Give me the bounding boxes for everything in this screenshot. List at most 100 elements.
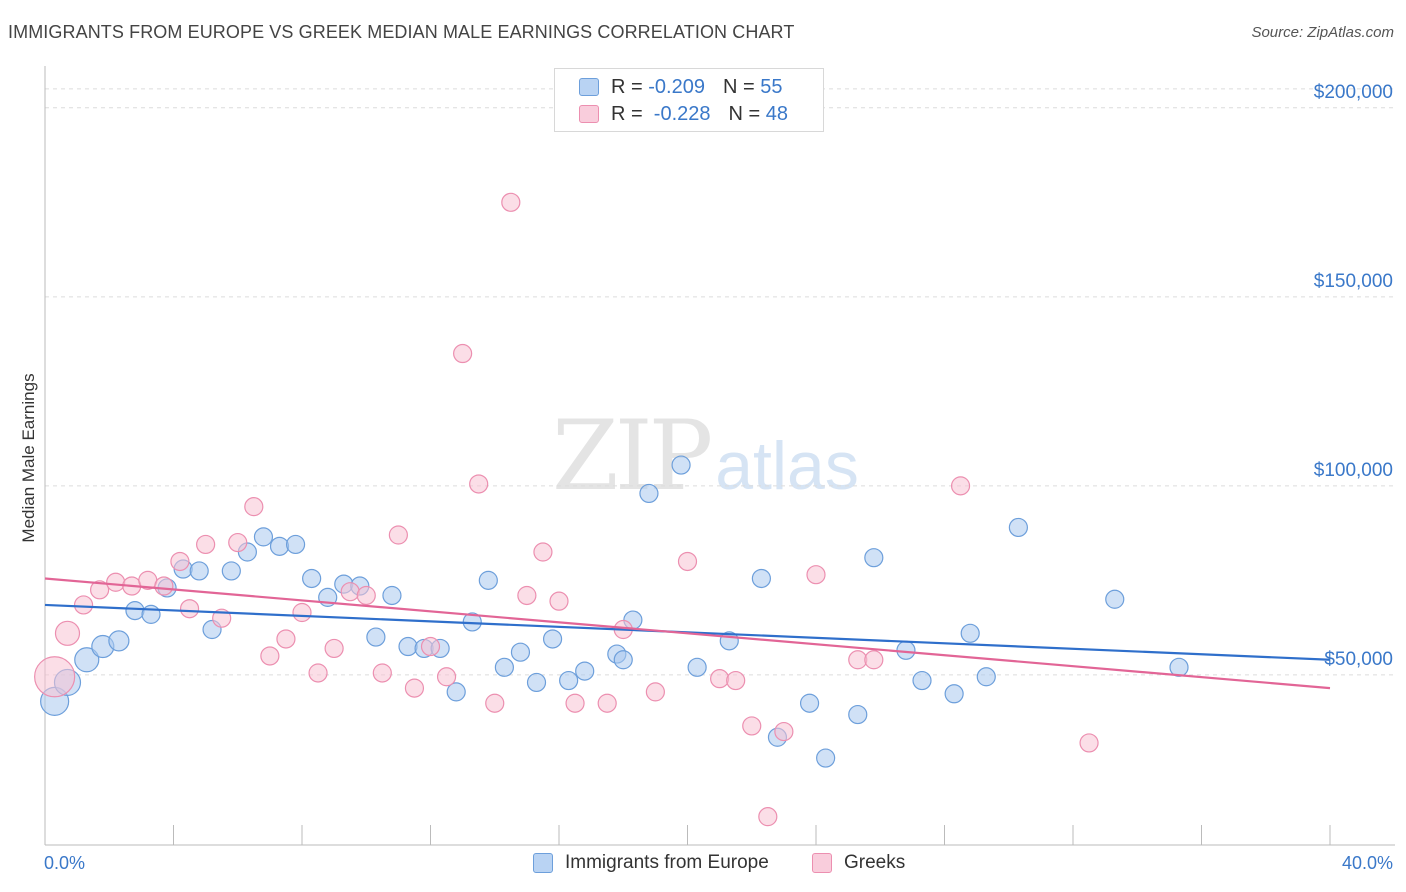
data-point-greeks [34,656,76,698]
data-point-europe [398,636,418,657]
grid-lines [45,88,1395,676]
data-point-europe [671,455,691,475]
trend-line-greeks [44,577,1331,690]
data-point-europe [639,483,659,504]
series-legend-greeks[interactable]: Greeks [812,852,905,874]
data-point-greeks [404,678,425,698]
data-point-europe [478,570,498,590]
data-point-greeks [276,629,296,649]
data-point-europe [912,670,932,691]
data-point-greeks [340,582,360,602]
trend-lines [44,577,1331,690]
data-point-greeks [73,595,94,615]
data-point-greeks [726,670,746,691]
data-point-europe [864,548,884,568]
legend-r-value: -0.228 [648,102,711,125]
data-point-europe [751,568,771,589]
data-point-greeks [549,591,569,611]
legend-swatch-blue [579,78,599,96]
data-point-greeks [710,669,730,689]
x-tick-label: 0.0% [44,853,85,873]
data-point-europe [221,561,241,581]
watermark: ZIPatlas [552,400,859,512]
data-point-greeks [485,693,505,713]
data-point-europe [559,670,579,691]
data-point-greeks [292,602,312,623]
data-point-europe [613,650,633,670]
data-point-greeks [517,585,537,606]
data-point-greeks [1079,733,1099,753]
data-points [34,192,1189,827]
data-point-greeks [645,682,665,702]
data-point-greeks [453,343,473,364]
data-point-greeks [388,525,408,545]
series-label-europe: Immigrants from Europe [565,852,769,873]
series-legend-europe[interactable]: Immigrants from Europe [533,852,769,874]
legend-n-label: N = [722,75,761,98]
watermark-zip: ZIP [552,400,713,512]
data-point-europe [799,693,820,713]
data-point-greeks [308,663,328,683]
legend-r-label: R = [611,75,649,98]
series-legend: Immigrants from Europe Greeks [0,852,1406,878]
data-point-greeks [196,534,216,555]
data-point-greeks [597,693,617,713]
y-axis-label: Median Male Earnings [19,373,38,542]
data-point-europe [302,568,322,589]
data-point-europe [189,561,209,581]
data-point-europe [510,642,531,662]
data-point-greeks [356,585,376,606]
data-point-greeks [806,565,826,585]
data-point-europe [1008,517,1028,538]
chart-source: Source: ZipAtlas.com [1251,24,1394,41]
data-point-greeks [244,497,264,517]
data-point-europe [269,536,290,556]
data-point-europe [1105,589,1125,609]
data-point-europe [494,657,514,677]
data-point-greeks [950,476,971,496]
legend-row-europe: R = -0.209 N = 55 [579,75,782,99]
data-point-greeks [372,663,392,683]
data-point-greeks [758,807,778,827]
data-point-greeks [436,667,457,687]
data-point-greeks [565,693,585,713]
data-point-europe [446,682,466,702]
y-tick-label: $150,000 [1314,271,1393,292]
data-point-europe [687,657,707,677]
legend-n-value: 55 [760,75,783,98]
data-point-europe [253,527,274,547]
data-point-greeks [501,192,521,212]
data-point-greeks [179,599,200,619]
legend-n-value: 48 [765,102,789,125]
data-point-europe [108,630,130,652]
data-point-europe [816,748,836,768]
y-tick-label: $50,000 [1324,649,1393,670]
data-point-europe [141,604,161,624]
data-point-greeks [469,474,489,494]
data-point-greeks [677,551,698,572]
data-point-greeks [742,716,762,736]
data-point-greeks [154,576,174,596]
x-tick-label: 40.0% [1342,853,1393,873]
data-point-europe [944,684,964,704]
data-point-europe [526,672,547,693]
data-point-greeks [90,580,110,600]
data-point-greeks [170,551,190,572]
watermark-atlas: atlas [715,428,859,504]
data-point-europe [74,647,100,673]
data-point-europe [575,661,595,681]
data-point-europe [960,623,980,643]
legend-swatch-pink [579,105,599,123]
data-point-greeks [774,721,794,742]
y-tick-label: $100,000 [1314,460,1393,481]
data-point-greeks [864,650,884,670]
data-point-europe [125,601,145,621]
data-point-europe [542,629,563,649]
legend-row-greeks: R = -0.228 N = 48 [579,102,788,126]
chart-title: IMMIGRANTS FROM EUROPE VS GREEK MEDIAN M… [8,22,795,42]
data-point-europe [976,667,996,687]
legend-n-label: N = [728,102,766,125]
data-point-greeks [420,636,441,657]
axis-labels: $50,000 $100,000 $150,000 $200,000 0.0% 40.0%… [19,82,1393,873]
